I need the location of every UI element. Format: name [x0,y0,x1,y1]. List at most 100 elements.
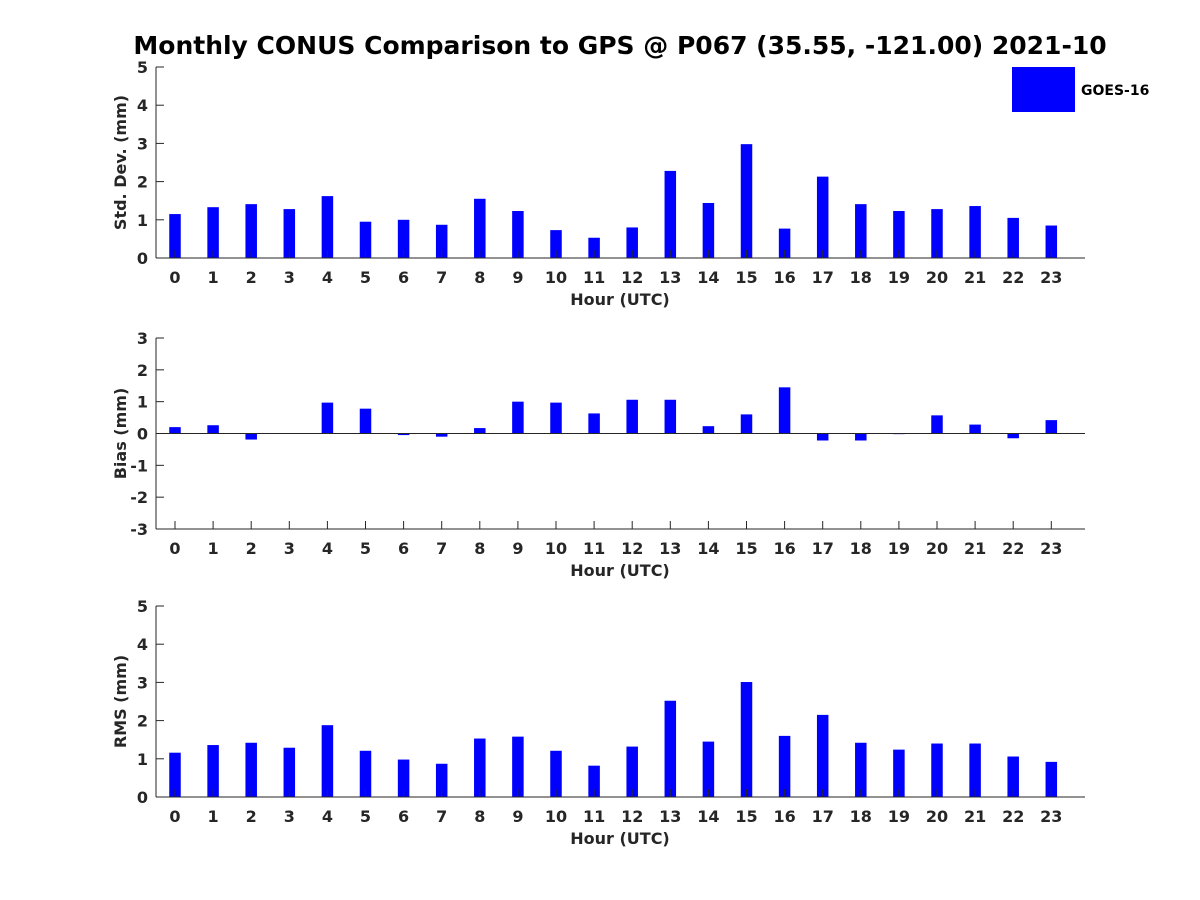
x-tick-label: 15 [735,268,757,287]
x-tick-label: 20 [926,807,948,826]
x-tick-label: 21 [964,807,986,826]
bar-hour-21 [969,206,981,258]
x-tick-label: 0 [169,268,180,287]
bar-hour-14 [702,202,715,258]
chart-title: Monthly CONUS Comparison to GPS @ P067 (… [133,31,1106,60]
x-tick-label: 13 [659,539,681,558]
bar-hour-5 [359,408,372,434]
x-tick-label: 2 [246,268,257,287]
bar-hour-10 [550,402,562,434]
x-tick-label: 6 [398,539,409,558]
x-tick-label: 10 [545,807,567,826]
bar-hour-14 [702,741,715,797]
x-tick-label: 17 [812,807,834,826]
bar-hour-9 [512,736,524,797]
bar-hour-4 [321,402,334,434]
bar-hour-11 [588,765,600,797]
x-tick-label: 7 [436,268,447,287]
y-tick-label: 5 [137,58,148,77]
bar-hour-22 [1007,433,1019,439]
bar-hour-16 [778,735,791,797]
x-tick-label: 12 [621,268,643,287]
x-tick-label: 9 [512,807,523,826]
x-tick-label: 14 [697,807,719,826]
bar-hour-11 [588,413,600,434]
y-tick-label: 2 [137,173,148,192]
x-tick-label: 2 [246,807,257,826]
x-tick-label: 8 [474,807,485,826]
x-tick-label: 22 [1002,539,1024,558]
bar-hour-8 [474,738,486,797]
bar-hour-17 [816,176,829,258]
bar-hour-7 [435,763,448,797]
bar-hour-8 [474,198,486,258]
bar-hour-1 [207,207,219,258]
bar-hour-21 [969,424,981,434]
x-tick-label: 12 [621,807,643,826]
y-tick-label: 2 [137,361,148,380]
y-tick-label: 1 [137,393,148,412]
x-tick-label: 0 [169,539,180,558]
y-tick-label: 3 [137,134,148,153]
x-tick-label: 8 [474,539,485,558]
bar-hour-13 [664,700,677,797]
bar-hour-20 [931,743,943,797]
bar-hour-23 [1045,420,1058,434]
bar-hour-18 [855,204,867,258]
x-tick-label: 19 [888,807,910,826]
bar-hour-4 [321,196,334,258]
bar-hour-19 [893,749,905,797]
x-tick-label: 22 [1002,807,1024,826]
x-tick-label: 3 [284,807,295,826]
bar-hour-22 [1007,756,1019,797]
x-tick-label: 7 [436,807,447,826]
bar-hour-15 [740,682,753,797]
x-tick-label: 14 [697,539,719,558]
bar-hour-11 [588,237,600,258]
y-tick-label: 1 [137,750,148,769]
x-tick-label: 11 [583,539,605,558]
bar-hour-15 [740,144,753,258]
x-tick-label: 0 [169,807,180,826]
bar-hour-19 [893,211,905,258]
bar-hour-17 [816,433,829,441]
x-tick-label: 17 [812,268,834,287]
bar-hour-12 [626,227,638,258]
bar-hour-8 [474,428,486,434]
bar-hour-23 [1045,225,1058,258]
x-tick-label: 4 [322,807,333,826]
x-tick-label: 19 [888,539,910,558]
bar-hour-15 [740,414,753,434]
x-tick-label: 23 [1040,539,1062,558]
bar-hour-10 [550,750,562,797]
bar-hour-6 [397,759,410,797]
bar-hour-12 [626,399,638,434]
bar-hour-0 [169,214,181,258]
x-tick-label: 5 [360,539,371,558]
x-tick-label: 9 [512,268,523,287]
y-tick-label: 0 [137,425,148,444]
x-tick-label: 18 [850,807,872,826]
y-tick-label: 0 [137,788,148,807]
bar-hour-1 [207,745,219,797]
bar-hour-14 [702,426,715,434]
bar-hour-20 [931,209,943,258]
bar-hour-4 [321,725,334,797]
x-tick-label: 1 [208,539,219,558]
x-tick-label: 3 [284,539,295,558]
x-tick-label: 7 [436,539,447,558]
x-tick-label: 21 [964,539,986,558]
legend-swatch [1012,67,1075,112]
y-axis-label: Std. Dev. (mm) [111,95,130,230]
x-tick-label: 9 [512,539,523,558]
x-tick-label: 3 [284,268,295,287]
bar-hour-13 [664,170,677,258]
x-tick-label: 19 [888,268,910,287]
bar-hour-21 [969,743,981,797]
bar-hour-9 [512,401,524,434]
bar-hour-16 [778,387,791,434]
y-tick-label: -3 [130,520,148,539]
